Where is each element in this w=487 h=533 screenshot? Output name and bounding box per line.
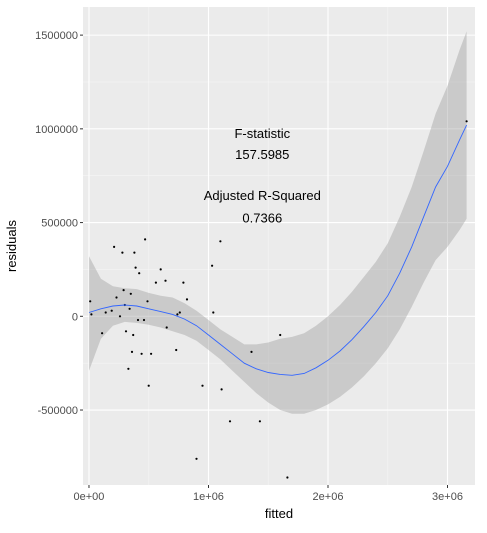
data-point — [144, 238, 147, 241]
data-point — [122, 289, 125, 292]
x-axis-title: fitted — [265, 506, 293, 521]
data-point — [146, 300, 149, 303]
data-point — [142, 318, 146, 322]
data-point — [134, 266, 137, 269]
x-tick-label: 3e+06 — [432, 491, 463, 503]
data-point — [124, 330, 128, 333]
data-point — [182, 281, 185, 284]
data-point — [258, 420, 261, 423]
data-point — [178, 311, 181, 314]
data-point — [159, 268, 162, 271]
data-point — [286, 476, 289, 479]
data-point — [185, 298, 189, 301]
data-point — [113, 245, 116, 248]
data-point — [132, 333, 135, 337]
data-point — [133, 251, 136, 254]
annotations: F-statistic 157.5985 Adjusted R-Squared 0.7… — [204, 126, 321, 225]
data-point — [175, 348, 178, 352]
data-point — [220, 388, 223, 391]
annotation-label: F-statistic — [234, 126, 290, 141]
x-axis: 0e+00 1e+06 2e+06 3e+06 — [74, 485, 463, 503]
data-point — [129, 292, 132, 295]
data-point — [228, 420, 232, 423]
data-point — [250, 350, 253, 353]
y-tick-label: 1000000 — [35, 124, 78, 136]
data-point — [201, 384, 204, 387]
y-axis-title: residuals — [4, 219, 19, 272]
smooth-line — [88, 124, 468, 376]
x-tick-label: 1e+06 — [193, 491, 224, 503]
data-point — [89, 300, 92, 303]
annotation-label: 0.7366 — [242, 211, 282, 226]
data-point — [165, 326, 168, 329]
data-point — [279, 333, 282, 337]
data-point — [138, 272, 141, 275]
y-axis: -500000 0 500000 1000000 1500000 — [35, 30, 83, 417]
data-point — [110, 309, 113, 312]
data-point — [90, 313, 93, 316]
data-point — [195, 457, 198, 460]
y-tick-label: 0 — [72, 311, 78, 323]
data-point — [465, 120, 468, 123]
data-point — [154, 281, 157, 284]
data-point — [136, 318, 140, 322]
annotation-label: 157.5985 — [235, 147, 289, 162]
data-point — [115, 296, 118, 299]
annotation-label: Adjusted R-Squared — [204, 188, 321, 203]
data-point — [212, 311, 215, 314]
data-point — [128, 307, 131, 310]
minor-gridlines — [83, 7, 475, 485]
data-point — [211, 264, 214, 267]
data-point — [118, 315, 122, 318]
data-point — [147, 384, 150, 387]
y-tick-label: 500000 — [41, 218, 78, 230]
x-tick-label: 0e+00 — [74, 491, 105, 503]
data-points — [89, 120, 468, 479]
y-tick-label: 1500000 — [35, 30, 78, 42]
data-point — [101, 332, 104, 335]
data-point — [150, 352, 153, 355]
data-point — [130, 350, 134, 353]
data-point — [164, 279, 167, 282]
panel-background — [83, 7, 475, 485]
data-point — [219, 240, 222, 243]
data-point — [127, 367, 130, 370]
x-tick-label: 2e+06 — [313, 491, 344, 503]
data-point — [140, 352, 143, 355]
data-point — [104, 311, 107, 314]
y-tick-label: -500000 — [38, 405, 78, 417]
data-point — [121, 251, 124, 254]
data-point — [176, 313, 179, 316]
major-gridlines — [83, 7, 475, 485]
